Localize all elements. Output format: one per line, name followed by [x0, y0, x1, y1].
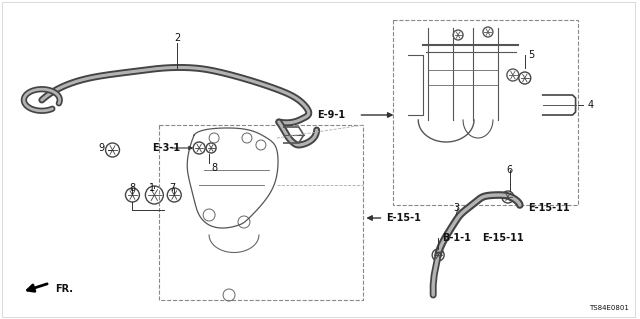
Text: 9: 9 [99, 143, 104, 153]
Text: 1: 1 [149, 183, 156, 193]
Text: TS84E0801: TS84E0801 [589, 305, 629, 311]
Text: E-3-1: E-3-1 [152, 143, 180, 153]
Text: 4: 4 [588, 100, 594, 110]
Text: B-1-1: B-1-1 [442, 233, 471, 243]
Text: 7: 7 [169, 183, 175, 193]
Bar [159, 125, 364, 300]
Text: 5: 5 [528, 50, 534, 60]
Text: E-15-1: E-15-1 [387, 213, 421, 223]
Text: 2: 2 [174, 33, 180, 43]
Text: E-9-1: E-9-1 [317, 110, 346, 120]
Text: 6: 6 [507, 165, 513, 175]
Text: E-15-11: E-15-11 [528, 203, 570, 213]
Text: 8: 8 [129, 183, 136, 193]
Text: 3: 3 [453, 203, 459, 213]
Bar [394, 20, 577, 205]
Text: FR.: FR. [55, 284, 73, 294]
Text: E-15-11: E-15-11 [482, 233, 524, 243]
Text: 8: 8 [211, 163, 217, 173]
